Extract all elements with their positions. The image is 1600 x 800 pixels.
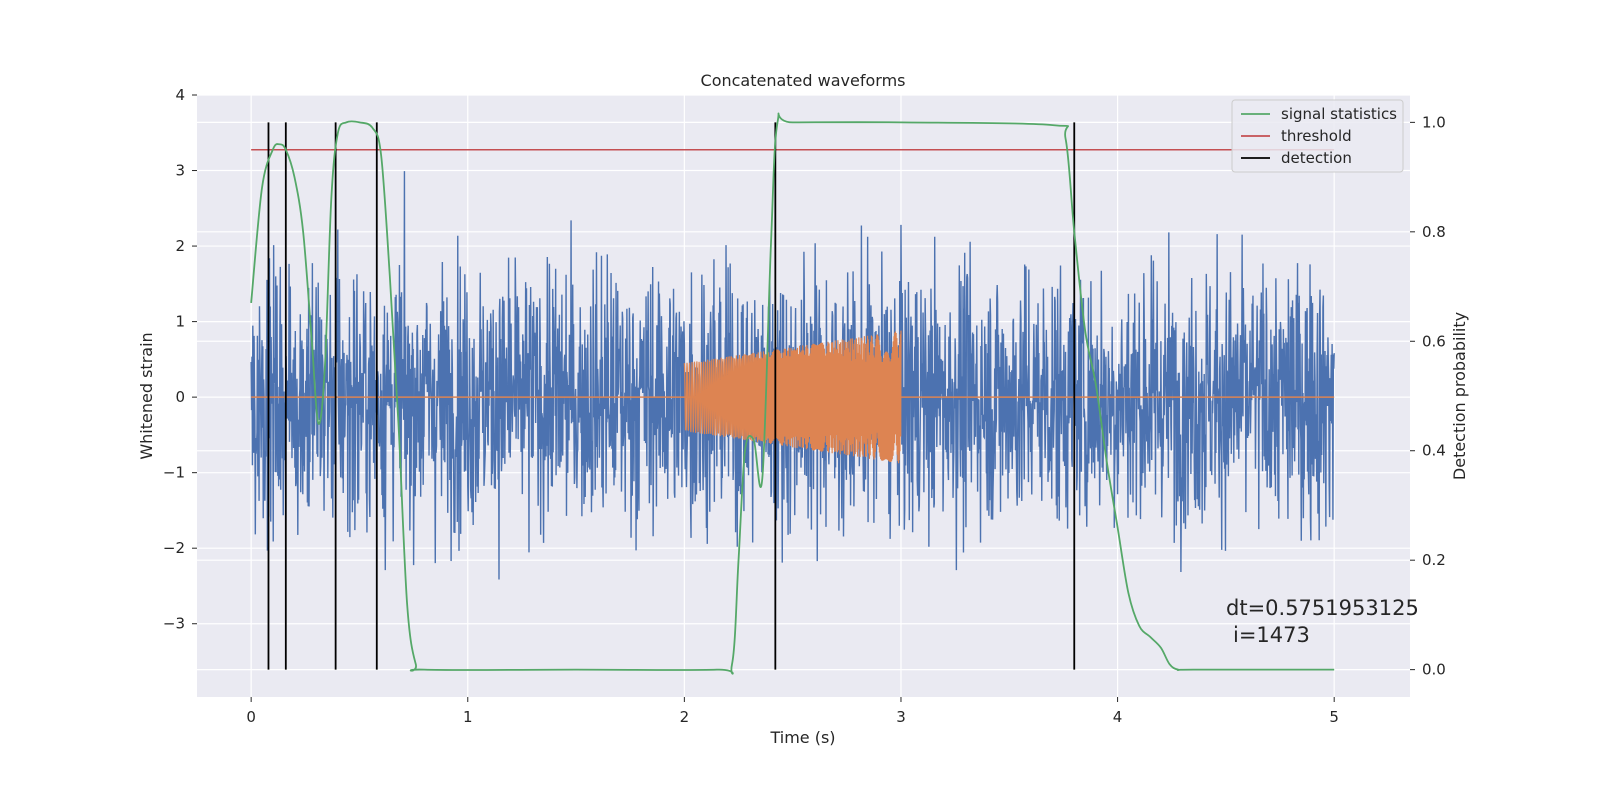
- signal-statistics-line: [250, 112, 1335, 675]
- x-axis-ticks: 0 1 2 3 4 5: [246, 697, 1339, 726]
- y2-tick-label: 0.4: [1422, 442, 1446, 460]
- plot-content: [250, 112, 1335, 675]
- y-tick-label: 2: [175, 237, 185, 255]
- x-tick-label: 4: [1113, 708, 1123, 726]
- annotation-index: i=1473: [1233, 623, 1310, 647]
- detection-lines: [267, 122, 1076, 670]
- injection-series-line: [683, 330, 902, 464]
- y-tick-label: −1: [163, 464, 185, 482]
- y2-tick-label: 0.0: [1422, 661, 1446, 679]
- x-axis-label: Time (s): [769, 728, 835, 747]
- legend-label-threshold: threshold: [1281, 127, 1352, 145]
- x-tick-label: 2: [680, 708, 690, 726]
- y-tick-label: −2: [163, 539, 185, 557]
- y2-axis-ticks: 0.0 0.2 0.4 0.6 0.8 1.0: [1410, 113, 1446, 679]
- x-tick-label: 1: [463, 708, 473, 726]
- y2-axis-label: Detection probability: [1450, 312, 1469, 480]
- legend-frame: [1231, 99, 1404, 173]
- annotation-dt: dt=0.5751953125: [1226, 596, 1419, 620]
- x-tick-label: 0: [246, 708, 256, 726]
- y-tick-label: 1: [175, 313, 185, 331]
- y-tick-label: −3: [163, 615, 185, 633]
- legend: signal statistics threshold detection: [1231, 99, 1404, 173]
- y-axis-ticks: −3 −2 −1 0 1 2 3 4: [163, 86, 197, 633]
- legend-label-detection: detection: [1281, 149, 1352, 167]
- y-tick-label: 4: [175, 86, 185, 104]
- chart-title: Concatenated waveforms: [701, 71, 906, 90]
- y2-tick-label: 0.8: [1422, 223, 1446, 241]
- legend-label-signal-statistics: signal statistics: [1281, 105, 1397, 123]
- x-tick-label: 3: [896, 708, 906, 726]
- y2-tick-label: 0.6: [1422, 332, 1446, 350]
- y-axis-label: Whitened strain: [137, 332, 156, 459]
- x-tick-label: 5: [1329, 708, 1339, 726]
- y2-tick-label: 1.0: [1422, 113, 1446, 131]
- y-tick-label: 3: [175, 162, 185, 180]
- y2-tick-label: 0.2: [1422, 551, 1446, 569]
- y-tick-label: 0: [175, 388, 185, 406]
